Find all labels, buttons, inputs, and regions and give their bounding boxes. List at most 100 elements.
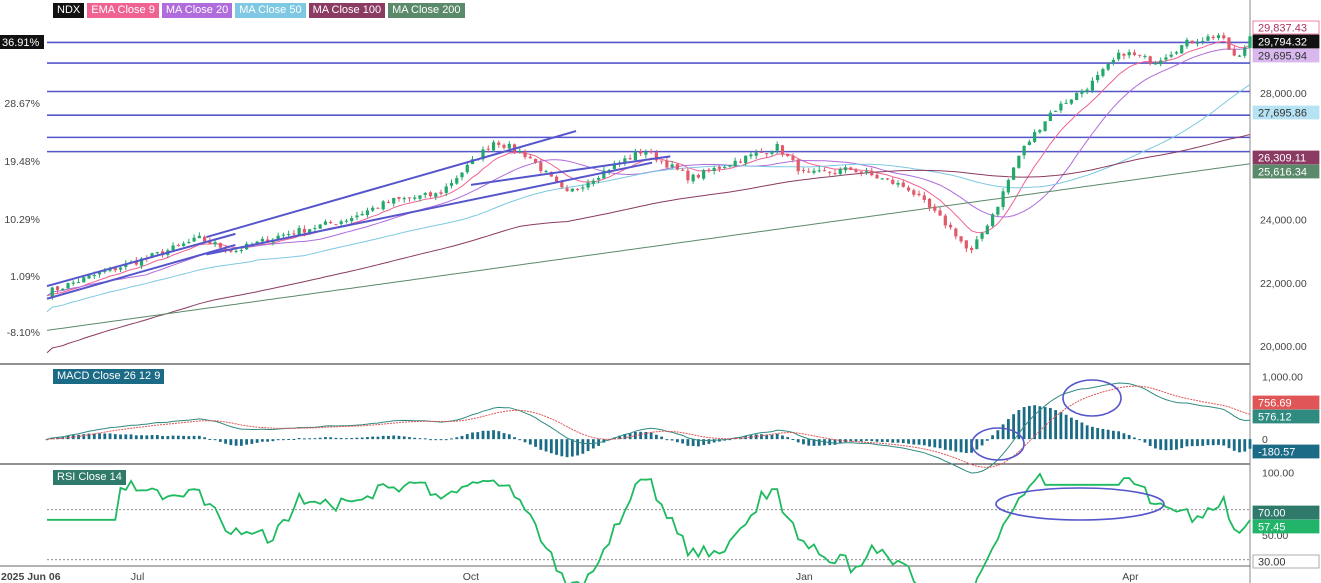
macd-histogram-bar — [796, 439, 800, 443]
candle — [870, 167, 874, 177]
candle — [350, 215, 354, 225]
macd-histogram-bar — [518, 439, 522, 441]
macd-histogram-bar — [618, 435, 622, 440]
x-axis-tick: Jul — [131, 571, 144, 583]
price-label: 27,695.86 — [1252, 105, 1320, 120]
svg-text:25,616.34: 25,616.34 — [1258, 167, 1307, 179]
legend-item[interactable]: MACD Close 26 12 9 — [53, 369, 165, 384]
candle — [187, 238, 191, 244]
macd-histogram-bar — [71, 435, 75, 440]
svg-text:30.00: 30.00 — [1258, 557, 1286, 569]
macd-histogram-bar — [1154, 439, 1157, 449]
macd-histogram-bar — [176, 435, 180, 440]
macd-histogram-bar — [681, 439, 685, 444]
macd-histogram-bar — [933, 439, 937, 448]
macd-histogram-bar — [686, 439, 690, 446]
candle — [696, 173, 701, 179]
x-axis-tick: Apr — [1122, 571, 1139, 583]
annotation-ellipse — [995, 487, 1165, 521]
macd-histogram-bar — [560, 439, 564, 457]
x-axis-tick: Oct — [463, 571, 479, 583]
macd-histogram-bar — [555, 439, 558, 455]
candle — [1195, 38, 1200, 47]
macd-label: 576.12 — [1252, 409, 1320, 424]
candle — [959, 236, 963, 244]
candle — [812, 168, 816, 175]
candle — [1059, 101, 1063, 113]
ma-200-line — [46, 163, 1251, 331]
macd-histogram-bar — [450, 438, 453, 440]
macd-histogram-bar — [775, 433, 779, 440]
ma-100-line — [46, 134, 1251, 354]
macd-histogram-bar — [1138, 439, 1142, 441]
legend-item[interactable]: MA Close 100 — [308, 3, 386, 18]
candle — [197, 232, 201, 239]
candle — [297, 225, 301, 236]
macd-histogram-bar — [922, 439, 926, 446]
macd-histogram-bar — [917, 439, 921, 445]
candle — [864, 167, 869, 175]
macd-histogram-bar — [576, 439, 579, 456]
grid — [0, 0, 1251, 583]
macd-histogram-bar — [187, 436, 191, 440]
macd-histogram-bar — [1133, 437, 1136, 440]
macd-histogram-bar — [1069, 417, 1073, 440]
rsi-panel[interactable] — [47, 472, 1251, 583]
candle — [975, 235, 979, 250]
current-pct-label: 36.91% — [0, 35, 44, 49]
candle — [365, 207, 370, 218]
macd-histogram-bar — [134, 435, 138, 440]
macd-histogram-bar — [1101, 428, 1105, 440]
macd-histogram-bar — [1222, 439, 1226, 446]
candle — [1048, 110, 1052, 122]
left-axis-tick: 28.67% — [4, 98, 40, 110]
candle — [980, 231, 984, 242]
macd-histogram-bar — [471, 432, 474, 440]
candle — [376, 207, 380, 209]
candle — [639, 148, 643, 157]
candle — [1216, 33, 1221, 41]
macd-histogram-bar — [113, 434, 117, 440]
candle — [854, 167, 858, 173]
macd-histogram-bar — [1148, 439, 1152, 447]
macd-histogram-bar — [387, 435, 390, 440]
candle — [702, 168, 706, 181]
candle — [318, 223, 322, 229]
macd-histogram-bar — [45, 439, 49, 441]
macd-histogram-bar — [1185, 439, 1189, 447]
price-label: 29,695.94 — [1252, 48, 1320, 63]
candle — [712, 165, 716, 175]
macd-histogram-bar — [1196, 439, 1199, 447]
macd-histogram-bar — [418, 438, 422, 440]
legend-item[interactable]: EMA Close 9 — [87, 3, 159, 18]
macd-histogram-bar — [245, 439, 249, 445]
macd-line — [46, 382, 1251, 474]
candle — [1033, 129, 1037, 144]
legend-item[interactable]: RSI Close 14 — [53, 470, 126, 485]
macd-histogram-bar — [271, 439, 275, 442]
candle — [1132, 49, 1137, 57]
macd-histogram-bar — [891, 439, 895, 443]
trend-channels[interactable] — [46, 130, 671, 300]
candle — [1064, 99, 1068, 104]
candle — [912, 188, 916, 197]
macd-histogram-bar — [281, 439, 285, 441]
macd-histogram-bar — [639, 431, 643, 440]
legend-item[interactable]: MA Close 50 — [235, 3, 306, 18]
candle — [381, 200, 385, 211]
macd-histogram-bar — [234, 439, 238, 446]
candle — [1006, 178, 1010, 195]
candle — [76, 278, 81, 284]
macd-histogram-bar — [303, 438, 306, 440]
macd-panel[interactable] — [45, 379, 1252, 474]
macd-histogram-bar — [1091, 426, 1094, 440]
macd-histogram-bar — [928, 439, 931, 447]
candle — [801, 167, 806, 174]
legend-item[interactable]: MA Close 200 — [388, 3, 465, 18]
legend-item[interactable]: MA Close 20 — [161, 3, 233, 18]
legend-item[interactable]: NDX — [53, 3, 85, 18]
macd-histogram-bar — [408, 437, 411, 440]
candle — [1096, 71, 1100, 83]
candle — [439, 189, 443, 196]
